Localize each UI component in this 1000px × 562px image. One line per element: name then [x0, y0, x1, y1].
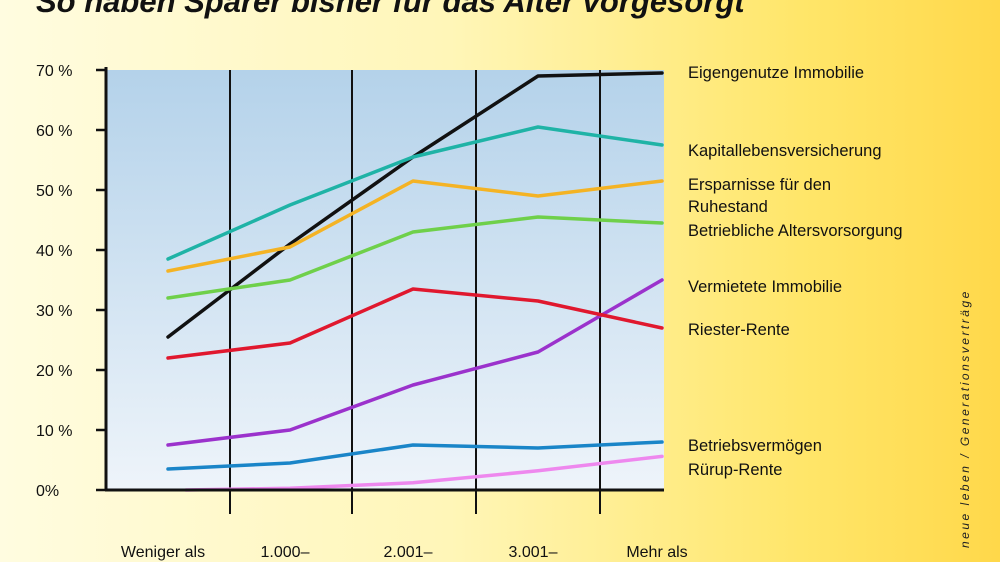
series-line	[166, 125, 664, 261]
y-tick-label: 20 %	[36, 363, 72, 380]
y-tick-label: 0%	[36, 483, 59, 500]
y-tick-label: 40 %	[36, 243, 72, 260]
series-line	[166, 440, 664, 471]
plot-background	[106, 70, 664, 490]
y-tick-label: 10 %	[36, 423, 72, 440]
legend-label: Riester-Rente	[688, 321, 790, 339]
y-tick-label: 30 %	[36, 303, 72, 320]
y-tick-label: 50 %	[36, 183, 72, 200]
chart-title: So haben Sparer bisher für das Alter vor…	[36, 0, 745, 19]
source-credit: neue leben / Generationsverträge	[958, 289, 972, 548]
x-tick-label: 2.001–	[384, 544, 433, 561]
legend-label: Vermietete Immobilie	[688, 278, 842, 296]
series-line	[166, 278, 664, 447]
legend-label: Betriebsvermögen	[688, 437, 822, 455]
x-tick-label: 3.001–	[509, 544, 558, 561]
series-line	[166, 287, 664, 360]
legend-label: Eigengenutze Immobilie	[688, 64, 864, 82]
legend-label: Betriebliche Altersvorsorgung	[688, 222, 903, 240]
x-tick-label: 1.000–	[261, 544, 310, 561]
y-tick-label: 60 %	[36, 123, 72, 140]
x-tick-label: Weniger als	[121, 544, 205, 561]
legend-label: Kapitallebensversicherung	[688, 142, 882, 160]
x-tick-label: Mehr als	[626, 544, 687, 561]
legend-label: Rürup-Rente	[688, 461, 782, 479]
legend-label: Ersparnisse für den Ruhestand	[688, 176, 831, 216]
series-line	[166, 179, 664, 273]
series-line	[166, 215, 664, 300]
y-tick-label: 70 %	[36, 63, 72, 80]
